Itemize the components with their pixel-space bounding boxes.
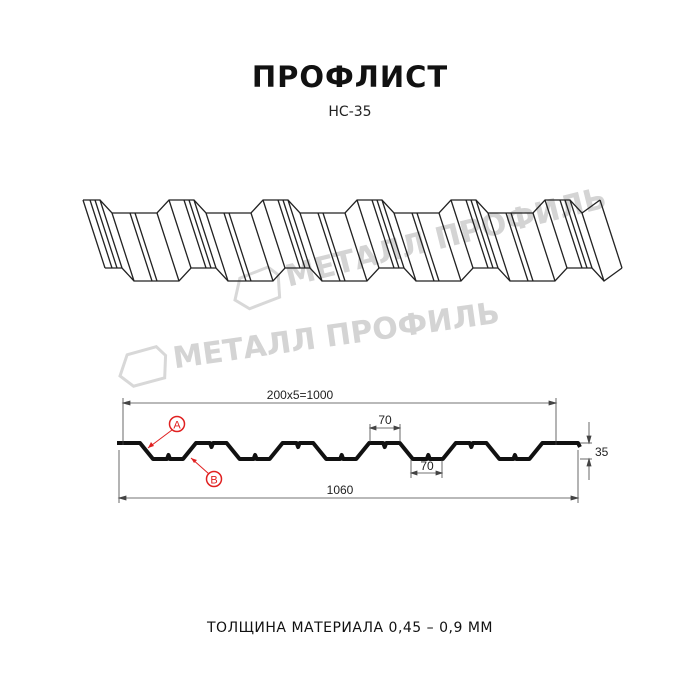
- watermark-logo-bottom: МЕТАЛЛ ПРОФИЛЬ: [118, 296, 502, 388]
- dim-height-label: 35: [595, 445, 609, 459]
- sheet-fold-line: [487, 212, 511, 282]
- sheet-fold-line: [156, 212, 180, 282]
- sheet-fold-line: [581, 212, 605, 282]
- sheet-fold-line: [287, 199, 311, 269]
- sheet-rib-line: [505, 212, 529, 282]
- callout-a-circle: [168, 415, 186, 433]
- sheet-rib-line: [376, 199, 400, 269]
- sheet-rib-line: [317, 212, 341, 282]
- sheet-rib-line: [129, 212, 153, 282]
- sheet-fold-line: [599, 199, 623, 269]
- sheet-fold-line: [475, 199, 499, 269]
- sheet-rib-line: [134, 212, 158, 282]
- sheet-fold-line: [250, 212, 274, 282]
- sheet-fold-line: [532, 212, 556, 282]
- sheet-bottom-edge: [105, 267, 623, 282]
- sheet-rib-line: [89, 199, 113, 269]
- sheet-fold-line: [344, 212, 368, 282]
- sheet-fold-line: [393, 212, 417, 282]
- sheet-perspective-drawing: [82, 199, 623, 282]
- material-thickness-note: ТОЛЩИНА МАТЕРИАЛА 0,45 – 0,9 ММ: [207, 620, 493, 636]
- sheet-rib-line: [223, 212, 247, 282]
- sheet-fold-line: [99, 199, 123, 269]
- sheet-fold-line: [193, 199, 217, 269]
- sheet-rib-line: [411, 212, 435, 282]
- sheet-rib-line: [94, 199, 118, 269]
- sheet-rib-line: [282, 199, 306, 269]
- dim-top-width-label: 70: [378, 413, 392, 427]
- sheet-rib-line: [188, 199, 212, 269]
- cross-section: [117, 441, 582, 461]
- callout-b-circle: [205, 470, 223, 488]
- watermark-text-bottom: МЕТАЛЛ ПРОФИЛЬ: [171, 296, 502, 377]
- page-title: ПРОФЛИСТ: [251, 60, 449, 94]
- sheet-rib-line: [465, 199, 489, 269]
- sheet-fold-line: [544, 199, 568, 269]
- callout-b-label: B: [210, 475, 217, 487]
- sheet-rib-line: [183, 199, 207, 269]
- sheet-fold-line: [262, 199, 286, 269]
- sheet-top-edge: [83, 199, 601, 214]
- dim-bottom-width-label: 70: [420, 459, 434, 473]
- sheet-fold-line: [82, 199, 106, 269]
- sheet-fold-line: [111, 212, 135, 282]
- sheet-fold-line: [569, 199, 593, 269]
- sheet-rib-line: [416, 212, 440, 282]
- sheet-fold-line: [381, 199, 405, 269]
- sheet-fold-line: [356, 199, 380, 269]
- sheet-fold-line: [438, 212, 462, 282]
- sheet-fold-line: [450, 199, 474, 269]
- callout-a-label: A: [173, 420, 181, 432]
- sheet-rib-line: [470, 199, 494, 269]
- sheet-rib-line: [559, 199, 583, 269]
- sheet-rib-line: [322, 212, 346, 282]
- dim-pitch-label: 200x5=1000: [267, 388, 334, 402]
- sheet-rib-line: [277, 199, 301, 269]
- sheet-fold-line: [168, 199, 192, 269]
- sheet-fold-line: [205, 212, 229, 282]
- sheet-rib-line: [228, 212, 252, 282]
- sheet-rib-line: [564, 199, 588, 269]
- sheet-rib-line: [371, 199, 395, 269]
- profile-model: НС-35: [328, 104, 372, 120]
- sheet-fold-line: [299, 212, 323, 282]
- profile-line: [117, 441, 582, 461]
- sheet-rib-line: [510, 212, 534, 282]
- dim-total-width-label: 1060: [327, 483, 354, 497]
